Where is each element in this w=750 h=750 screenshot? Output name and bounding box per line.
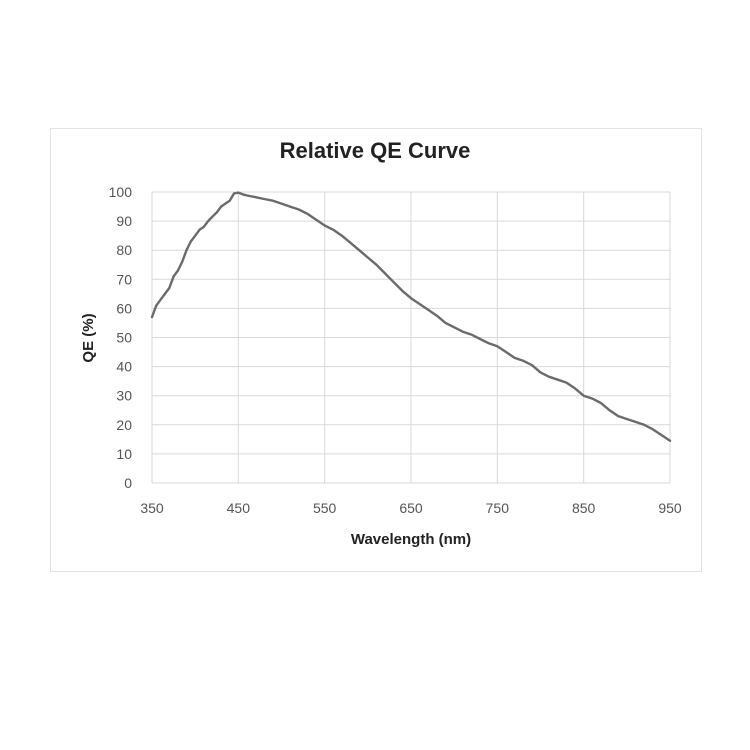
x-tick-label: 850 — [572, 500, 596, 516]
y-axis-title: QE (%) — [80, 313, 97, 362]
y-tick-label: 70 — [116, 271, 132, 287]
x-tick-label: 750 — [486, 500, 510, 516]
x-tick-label: 350 — [140, 500, 164, 516]
y-tick-label: 20 — [116, 417, 132, 433]
y-tick-label: 30 — [116, 388, 132, 404]
y-tick-label: 10 — [116, 446, 132, 462]
y-tick-label: 0 — [124, 475, 132, 491]
y-tick-label: 50 — [116, 330, 132, 346]
chart-frame — [50, 128, 702, 572]
y-tick-label: 90 — [116, 213, 132, 229]
tick-layer: 0 10 20 30 40 50 60 70 80 90 100 350 450 550 650 750 850… — [109, 184, 682, 516]
y-tick-label: 100 — [109, 184, 133, 200]
x-tick-label: 950 — [658, 500, 682, 516]
x-tick-label: 450 — [227, 500, 251, 516]
chart-title: Relative QE Curve — [280, 138, 471, 163]
y-tick-label: 80 — [116, 242, 132, 258]
y-tick-label: 40 — [116, 359, 132, 375]
x-axis-title: Wavelength (nm) — [351, 531, 471, 548]
x-tick-label: 550 — [313, 500, 337, 516]
grid-layer — [151, 191, 671, 484]
series-layer — [150, 191, 672, 442]
y-tick-label: 60 — [116, 300, 132, 316]
x-tick-label: 650 — [399, 500, 423, 516]
qe-curve-line — [150, 191, 672, 442]
